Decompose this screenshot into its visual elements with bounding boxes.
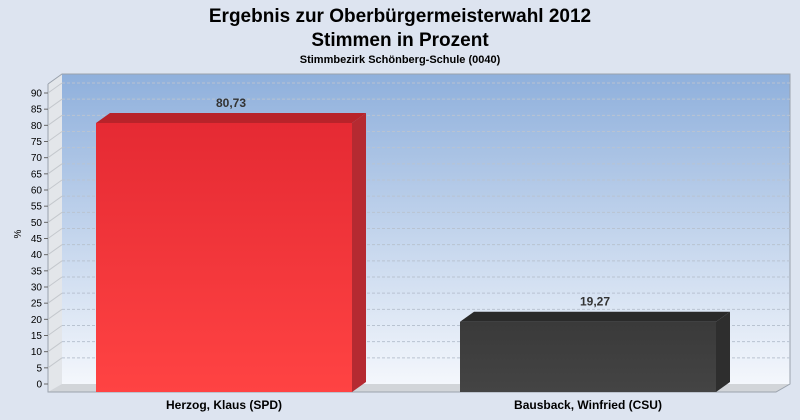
grid-line-side [47, 114, 63, 126]
y-tick-label: 35 [31, 266, 43, 277]
category-labels: Herzog, Klaus (SPD) Bausback, Winfried (C… [166, 398, 662, 412]
grid-line-side [47, 341, 63, 353]
y-axis-label: % [13, 229, 24, 238]
y-tick-label: 85 [31, 105, 43, 116]
bar-top [96, 112, 366, 123]
grid-line-side [47, 147, 63, 159]
chart-title: Ergebnis zur Oberbürgermeisterwahl 2012 [209, 6, 591, 27]
bar-side [352, 112, 366, 393]
bar-side [716, 311, 730, 392]
grid-line-side [47, 195, 63, 207]
y-tick-label: 80 [31, 121, 43, 132]
y-tick-label: 30 [31, 283, 43, 294]
y-tick-label: 90 [31, 89, 43, 100]
grid-line-side [47, 244, 63, 256]
grid-line-side [47, 211, 63, 223]
grid-line-side [47, 163, 63, 175]
y-axis-ticks: 0 5 10 15 20 25 30 35 40 45 50 55 60 65 70 75 80 85 90 [31, 89, 48, 391]
grid-line-side [47, 276, 63, 288]
grid-line-side [47, 82, 63, 94]
y-tick-label: 55 [31, 202, 43, 213]
bar [460, 321, 716, 392]
y-tick-label: 40 [31, 250, 43, 261]
bar-top [460, 311, 730, 322]
y-tick-label: 45 [31, 234, 43, 245]
chart-title-line2: Stimmen in Prozent [311, 30, 489, 51]
y-tick-label: 60 [31, 186, 43, 197]
grid-line-side [47, 325, 63, 336]
y-tick-label: 0 [36, 380, 42, 391]
data-label: 19,27 [580, 295, 610, 309]
grid-line-side [47, 228, 63, 239]
grid-line-side [47, 98, 63, 110]
grid-line-side [47, 292, 63, 304]
x-tick-label: Herzog, Klaus (SPD) [166, 398, 282, 412]
bars: 80,73 19,27 [96, 96, 730, 393]
y-tick-label: 5 [36, 363, 42, 374]
plot-outline [47, 73, 791, 393]
grid-line-side [47, 308, 63, 320]
grid-line-side [47, 131, 63, 142]
y-tick-label: 10 [31, 347, 43, 358]
y-tick-label: 65 [31, 169, 43, 180]
grid-line-side [47, 357, 63, 369]
x-tick-label: Bausback, Winfried (CSU) [514, 398, 662, 412]
y-tick-label: 70 [31, 153, 43, 164]
grid-line-side [47, 179, 63, 191]
data-label: 80,73 [216, 96, 246, 110]
y-tick-label: 15 [31, 331, 43, 342]
y-tick-label: 25 [31, 299, 43, 310]
y-tick-label: 20 [31, 315, 43, 326]
bar [96, 122, 352, 393]
chart-subtitle: Stimmbezirk Schönberg-Schule (0040) [300, 54, 501, 66]
y-tick-label: 75 [31, 137, 43, 148]
grid-line-side [47, 260, 63, 272]
y-tick-label: 50 [31, 218, 43, 229]
